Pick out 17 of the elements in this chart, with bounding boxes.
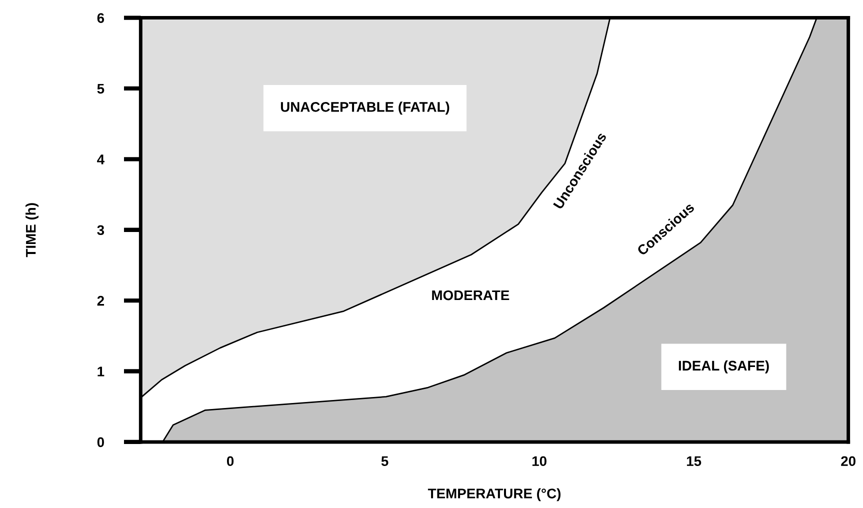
y-tick-label: 4 — [97, 154, 104, 164]
y-tick-label: 1 — [98, 366, 104, 376]
x-tick-label: 5 — [381, 456, 388, 466]
annotation: MODERATE — [432, 290, 510, 300]
annotation: IDEAL (SAFE) — [678, 360, 769, 374]
annotation: UNACCEPTABLE (FATAL) — [280, 102, 450, 115]
y-tick-label: 0 — [97, 437, 104, 448]
x-tick-label: 20 — [841, 456, 856, 466]
y-tick-label: 5 — [97, 84, 104, 94]
y-tick-label: 6 — [97, 13, 104, 23]
x-tick-label: 0 — [226, 456, 234, 466]
x-axis-title: TEMPERATURE (°C) — [428, 488, 560, 502]
x-tick-label: 10 — [532, 456, 546, 466]
x-tick-label: 15 — [686, 456, 702, 466]
y-tick-label: 3 — [97, 225, 104, 236]
y-tick-label: 2 — [97, 296, 104, 306]
y-axis-title: TIME (h) — [26, 203, 38, 258]
